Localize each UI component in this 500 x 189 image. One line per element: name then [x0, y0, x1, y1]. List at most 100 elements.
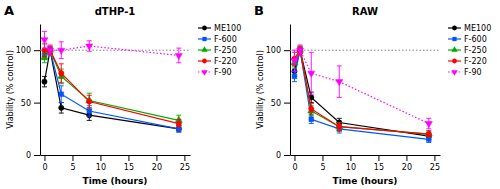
x-tick-label: 20: [402, 163, 412, 172]
error-cap: [309, 103, 314, 104]
error-cap: [87, 93, 92, 94]
plot-area: [40, 31, 190, 132]
point: [291, 59, 298, 65]
x-tick-label: 0: [292, 163, 297, 172]
error-cap: [292, 71, 297, 72]
error-cap: [48, 44, 53, 45]
x-tick-label: 25: [180, 163, 190, 172]
legend-label: F-600: [214, 35, 237, 44]
y-axis-line: [290, 25, 291, 156]
point: [425, 122, 432, 128]
series-line: [44, 50, 178, 123]
x-tick-mark: [44, 155, 45, 161]
error-cap: [59, 102, 64, 103]
error-cap: [176, 119, 181, 120]
legend-item: ME100: [448, 24, 491, 33]
error-cap: [176, 131, 181, 132]
legend-label: F-220: [464, 57, 487, 66]
point: [59, 105, 64, 110]
x-tick-label: 5: [320, 163, 325, 172]
error-cap: [337, 122, 342, 123]
x-tick: 15: [374, 155, 384, 172]
legend-item: F-250: [448, 46, 487, 55]
x-tick: 0: [42, 155, 47, 172]
x-tick-mark: [406, 155, 407, 161]
x-tick-mark: [184, 155, 185, 161]
error-cap: [42, 56, 47, 57]
y-tick-label: 100: [266, 46, 281, 55]
point: [175, 53, 182, 59]
legend-item: F-220: [198, 57, 237, 66]
point: [86, 44, 93, 50]
legend-label: ME100: [464, 24, 491, 33]
error-cap: [59, 83, 64, 84]
y-axis: 0 50 100: [266, 25, 291, 161]
x-tick-mark: [156, 155, 157, 161]
reference-line: [290, 50, 440, 51]
x-tick-label: 5: [70, 163, 75, 172]
plot-area: [290, 45, 440, 142]
x-tick: 5: [70, 155, 75, 172]
x-tick-mark: [434, 155, 435, 161]
series: [42, 47, 181, 132]
y-tick-label: 50: [271, 99, 281, 108]
x-axis: 0510152025: [291, 155, 441, 172]
point: [58, 48, 65, 54]
x-tick-label: 15: [374, 163, 384, 172]
y-tick-mark: [34, 155, 40, 156]
y-tick-mark: [284, 103, 290, 104]
error-cap: [42, 62, 47, 63]
y-tick-label: 100: [16, 46, 31, 55]
legend-item: F-600: [198, 35, 237, 44]
point: [41, 38, 48, 44]
series: [292, 47, 432, 139]
panel: 0510152025050100RAWBTime (hours)Viabilit…: [254, 3, 491, 186]
x-tick-label: 25: [430, 163, 440, 172]
legend-item: ME100: [198, 24, 241, 33]
point: [42, 79, 47, 84]
error-cap: [337, 97, 342, 98]
error-cap: [337, 132, 342, 133]
error-cap: [426, 142, 431, 143]
legend-label: F-90: [464, 68, 482, 77]
series: [42, 44, 182, 128]
y-axis-line: [40, 25, 41, 156]
x-tick: 25: [180, 155, 190, 172]
series-line: [44, 50, 178, 129]
x-tick-label: 0: [42, 163, 47, 172]
legend-symbol: [201, 70, 207, 76]
series-line: [44, 40, 178, 56]
panel-label: B: [254, 3, 264, 18]
title: dTHP-1: [95, 6, 136, 17]
error-cap: [309, 116, 314, 117]
y-tick: 50: [271, 99, 290, 108]
legend-label: F-250: [464, 46, 487, 55]
legend-item: F-220: [448, 57, 487, 66]
series-line: [294, 50, 428, 136]
y-tick: 0: [276, 151, 290, 160]
legend-symbol: [202, 59, 207, 64]
x-tick-mark: [350, 155, 351, 161]
y-tick: 100: [16, 46, 40, 55]
series: [42, 47, 182, 132]
point: [59, 71, 64, 76]
point: [176, 121, 181, 126]
error-cap: [59, 85, 64, 86]
y-axis-title: Viability (% control): [6, 50, 15, 129]
x-tick-mark: [322, 155, 323, 161]
point: [47, 48, 54, 54]
y-tick: 100: [266, 46, 290, 55]
series-line: [294, 50, 428, 134]
series-line: [294, 50, 428, 123]
error-cap: [87, 120, 92, 121]
x-tick: 5: [320, 155, 325, 172]
y-tick-mark: [34, 103, 40, 104]
error-cap: [42, 86, 47, 87]
y-axis: 050100: [16, 25, 41, 161]
y-tick-label: 50: [21, 99, 31, 108]
legend-item: F-250: [198, 46, 237, 55]
legend-label: ME100: [214, 24, 241, 33]
series: [291, 46, 432, 137]
error-cap: [59, 102, 64, 103]
panel-label: A: [4, 3, 14, 18]
